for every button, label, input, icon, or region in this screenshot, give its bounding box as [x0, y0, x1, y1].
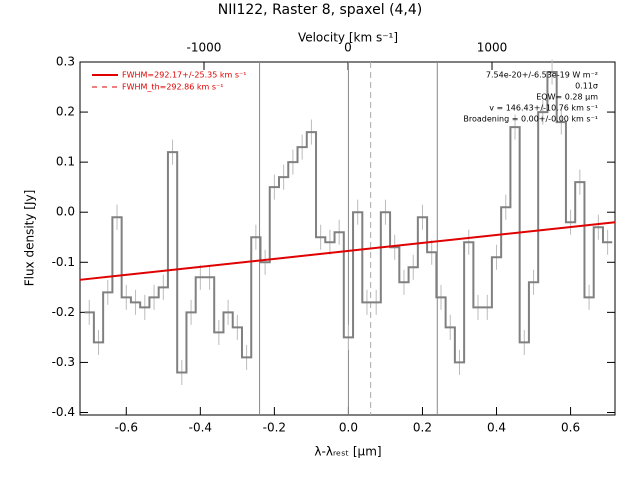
top-axis-label: Velocity [km s⁻¹]: [298, 31, 398, 45]
legend-label: FWHM_th=292.86 km s⁻¹: [122, 83, 223, 92]
legend-label: FWHM=292.17+/-25.35 km s⁻¹: [122, 71, 246, 80]
y-tick-label: 0.2: [56, 105, 75, 119]
x2-tick-label: -1000: [187, 41, 222, 55]
x-axis-label: λ-λᵣₑₛₜ [μm]: [314, 445, 381, 459]
fit-line: [79, 221, 616, 281]
plot-frame: [79, 61, 616, 416]
annotation: EQW= 0.28 μm: [536, 93, 598, 102]
y-tick-label: -0.2: [52, 305, 75, 319]
y-tick-label: 0.3: [56, 55, 75, 69]
chart-title: NII122, Raster 8, spaxel (4,4): [218, 2, 423, 18]
spectrum: [84, 71, 613, 374]
y-tick-label: 0.1: [56, 155, 75, 169]
x-tick-label: -0.2: [263, 421, 286, 435]
annotation: 0.11σ: [575, 82, 598, 91]
x-tick-label: 0.0: [339, 421, 358, 435]
x-tick-label: -0.6: [115, 421, 138, 435]
x2-tick-label: 0: [344, 41, 352, 55]
y-tick-label: -0.4: [52, 405, 75, 419]
annotation: 7.54e-20+/-6.53e-19 W m⁻²: [486, 71, 598, 80]
x-tick-label: -0.4: [189, 421, 212, 435]
x-tick-label: 0.4: [487, 421, 506, 435]
y-axis-label: Flux density [Jy]: [23, 190, 37, 287]
y-tick-label: -0.3: [52, 355, 75, 369]
x-tick-label: 0.2: [413, 421, 432, 435]
annotation: Broadening = 0.00+/-0.00 km s⁻¹: [463, 115, 598, 124]
annotation: v = 146.43+/-10.76 km s⁻¹: [489, 104, 598, 113]
y-tick-label: 0.0: [56, 205, 75, 219]
x-tick-label: 0.6: [561, 421, 580, 435]
y-tick-label: -0.1: [52, 255, 75, 269]
x2-tick-label: 1000: [477, 41, 508, 55]
